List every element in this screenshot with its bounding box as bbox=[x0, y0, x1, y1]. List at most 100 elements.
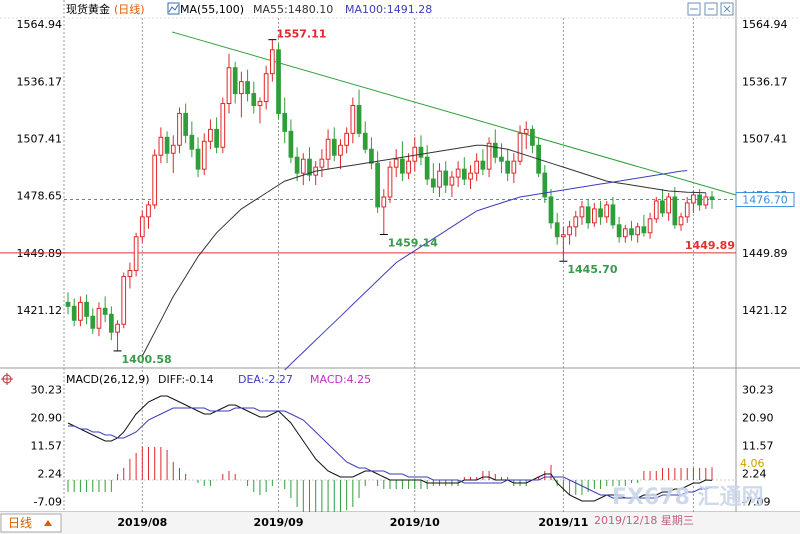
price-tick-left: 1564.94 bbox=[17, 18, 63, 31]
candle-body bbox=[96, 307, 102, 329]
ma55-line bbox=[141, 144, 706, 357]
candle-body bbox=[474, 160, 480, 174]
candle-body bbox=[344, 132, 350, 146]
candle-body bbox=[511, 160, 517, 174]
period-label: (日线) bbox=[114, 2, 145, 16]
candle-body bbox=[214, 128, 219, 148]
close-button[interactable] bbox=[720, 2, 734, 16]
candle-body bbox=[672, 196, 678, 226]
candle-body bbox=[245, 81, 250, 95]
candle-body bbox=[468, 172, 473, 180]
candle-body bbox=[152, 154, 158, 206]
candle-body bbox=[691, 194, 696, 204]
candle-body bbox=[554, 222, 560, 238]
price-tick-right: 1564.94 bbox=[742, 18, 788, 31]
period-selector-box[interactable] bbox=[0, 513, 62, 533]
candle-body bbox=[499, 156, 504, 162]
candle-body bbox=[567, 226, 572, 236]
extreme-price-label: 1400.58 bbox=[122, 353, 172, 366]
current-price-tag-box bbox=[735, 192, 795, 208]
toolbar-settings-button[interactable] bbox=[687, 2, 701, 16]
ma100-line bbox=[284, 170, 688, 371]
price-tick-left: 1507.41 bbox=[17, 132, 63, 145]
candle-body bbox=[195, 148, 201, 170]
macd-axis: -7.09 -7.09 2.24 2.24 11.57 11.57 20.90 20.90 30… bbox=[31, 383, 774, 508]
footer-bar: 日线 2019/08 2019/09 2019/10 2019/11 2019/12/… bbox=[0, 512, 800, 534]
candle-body bbox=[84, 301, 89, 317]
date-tick-label: 2019/11 bbox=[538, 516, 588, 529]
candle-body bbox=[133, 236, 139, 272]
macd-params: MACD(26,12,9) bbox=[66, 373, 150, 386]
macd-tick-right: -7.09 bbox=[742, 495, 770, 508]
candle-body bbox=[369, 148, 374, 164]
macd-diff-value: DIFF:-0.14 bbox=[158, 373, 214, 386]
candle-body bbox=[300, 158, 306, 174]
candle-body bbox=[430, 178, 436, 188]
period-selector[interactable]: 日线 bbox=[0, 513, 62, 533]
candle-body bbox=[201, 140, 207, 170]
candle-body bbox=[319, 158, 325, 168]
candle-body bbox=[288, 130, 294, 158]
macd-tick-left: 20.90 bbox=[31, 411, 63, 424]
macd-diff-line bbox=[67, 395, 713, 502]
candle-body bbox=[406, 160, 411, 174]
candle-body bbox=[269, 49, 275, 75]
candle-body bbox=[455, 168, 461, 178]
price-tick-left: 1478.65 bbox=[17, 190, 63, 203]
candle-body bbox=[684, 202, 690, 218]
candle-body bbox=[375, 162, 380, 208]
ma55-value: MA55:1480.10 bbox=[253, 3, 333, 16]
support-price-label: 1449.89 bbox=[685, 239, 735, 252]
candle-body bbox=[139, 216, 145, 238]
date-tick-label: 2019/10 bbox=[390, 516, 440, 529]
macd-tick-left: 11.57 bbox=[31, 439, 63, 452]
price-tick-left: 1536.17 bbox=[17, 75, 63, 88]
extreme-price-label: 1557.11 bbox=[276, 28, 326, 41]
current-price-tag: 1476.70 bbox=[742, 194, 788, 207]
candle-body bbox=[263, 73, 269, 103]
macd-tick-right: 30.23 bbox=[742, 383, 774, 396]
macd-dea-value: DEA:-2.27 bbox=[238, 373, 293, 386]
candle-body bbox=[282, 112, 288, 132]
symbol-name: 现货黄金 bbox=[66, 2, 110, 16]
ma-params[interactable]: MA(55,100) bbox=[180, 3, 244, 16]
price-annotations: 1557.11 1400.58 1459.14 1445.70 bbox=[113, 28, 618, 366]
period-selector-label[interactable]: 日线 bbox=[8, 516, 32, 530]
candle-body bbox=[709, 196, 715, 201]
candle-body bbox=[331, 138, 337, 156]
candle-body bbox=[424, 156, 430, 180]
candle-body bbox=[418, 146, 424, 158]
extreme-price-label: 1445.70 bbox=[567, 263, 617, 276]
candle-body bbox=[183, 112, 189, 136]
candle-body bbox=[257, 101, 263, 106]
macd-last-value: 4.06 bbox=[740, 457, 765, 470]
candle-body bbox=[251, 93, 257, 106]
date-tick-label: 2019/09 bbox=[254, 516, 304, 529]
candle-body bbox=[703, 196, 709, 206]
candle-body bbox=[647, 218, 653, 234]
candle-body bbox=[393, 158, 399, 168]
candle-body bbox=[208, 128, 213, 142]
candle-body bbox=[232, 67, 238, 95]
dropdown-arrow-icon[interactable] bbox=[44, 520, 52, 526]
candle-body bbox=[387, 166, 393, 198]
candle-body bbox=[400, 158, 405, 174]
candle-body bbox=[598, 208, 603, 218]
watermark: FX678 汇通网 bbox=[612, 485, 764, 510]
macd-header: MACD(26,12,9) DIFF:-0.14 DEA:-2.27 MACD:… bbox=[1, 373, 371, 386]
candle-body bbox=[325, 138, 331, 160]
candle-body bbox=[653, 200, 659, 220]
candle-body bbox=[635, 226, 641, 236]
candle-body bbox=[350, 104, 356, 134]
macd-tick-right: 20.90 bbox=[742, 411, 774, 424]
macd-tick-right: 11.57 bbox=[742, 439, 774, 452]
candle-body bbox=[622, 228, 628, 238]
candle-body bbox=[158, 136, 164, 156]
candle-body bbox=[697, 194, 702, 206]
candle-body bbox=[121, 276, 127, 325]
candle-body bbox=[461, 168, 467, 180]
zoom-out-button[interactable] bbox=[704, 2, 718, 16]
candle-body bbox=[170, 144, 176, 154]
candle-body bbox=[610, 204, 616, 226]
macd-tick-left: 2.24 bbox=[38, 467, 63, 480]
